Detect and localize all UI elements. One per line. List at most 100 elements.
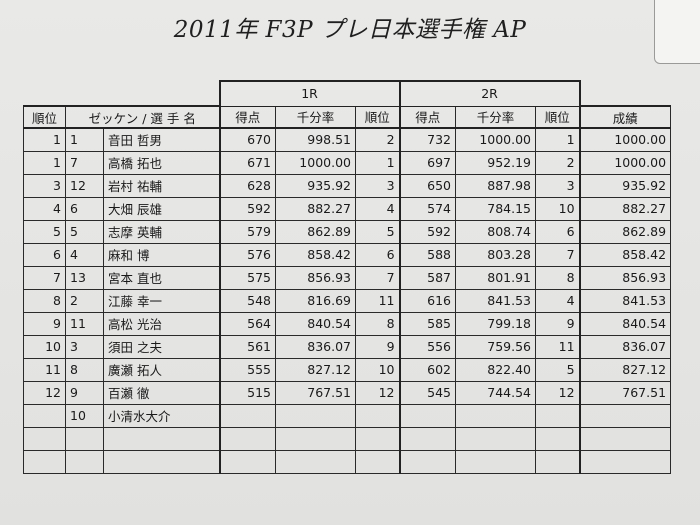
r2-rank-cell: 5 (535, 357, 581, 382)
r1-rank-cell: 10 (354, 357, 401, 382)
bib-cell (65, 426, 104, 451)
rank-cell: 10 (23, 334, 66, 359)
table-row (23, 426, 672, 451)
header-entrant: ゼッケン / 選 手 名 (65, 105, 220, 129)
r1-score-cell: 561 (218, 334, 276, 359)
r1-permil-cell: 827.12 (275, 357, 356, 382)
r1-score-cell (218, 403, 276, 428)
r2-rank-cell: 6 (535, 219, 581, 244)
name-cell: 高松 光治 (103, 311, 220, 336)
r2-rank-cell: 9 (535, 311, 581, 336)
corner-card (654, 0, 700, 64)
r1-permil-cell: 816.69 (275, 288, 356, 313)
header-r2-permil: 千分率 (455, 105, 537, 129)
bib-cell: 7 (65, 150, 104, 175)
table-row: 10 小清水大介 (23, 403, 672, 428)
name-cell (103, 426, 220, 451)
r2-score-cell (398, 403, 457, 428)
name-cell: 麻和 博 (103, 242, 220, 267)
r2-permil-cell: 759.56 (455, 334, 537, 359)
r1-rank-cell: 5 (354, 219, 401, 244)
r1-score-cell: 515 (218, 380, 276, 405)
rank-cell (23, 449, 66, 474)
r1-permil-cell: 882.27 (275, 196, 356, 221)
name-cell: 江藤 幸一 (103, 288, 220, 313)
header-r1-rank: 順位 (354, 105, 401, 129)
r2-rank-cell: 10 (535, 196, 581, 221)
r2-rank-cell (535, 449, 581, 474)
bib-cell (65, 449, 104, 474)
table-row: 5 5 志摩 英輔 579 862.89 5 592 808.74 6 862.89 (23, 219, 672, 244)
r2-score-cell: 556 (398, 334, 457, 359)
r1-permil-cell (275, 449, 356, 474)
r2-rank-cell (535, 403, 581, 428)
round-1-header: 1R (218, 80, 401, 107)
name-cell: 須田 之夫 (103, 334, 220, 359)
r2-permil-cell: 801.91 (455, 265, 537, 290)
bib-cell: 11 (65, 311, 104, 336)
r2-permil-cell: 952.19 (455, 150, 537, 175)
r2-rank-cell: 12 (535, 380, 581, 405)
r1-rank-cell: 3 (354, 173, 401, 198)
column-header-row: 順位 ゼッケン / 選 手 名 得点 千分率 順位 得点 千分率 順位 成績 (23, 105, 672, 129)
r2-score-cell: 545 (398, 380, 457, 405)
result-cell: 856.93 (579, 265, 672, 290)
bib-cell: 10 (65, 403, 104, 428)
r1-score-cell: 575 (218, 265, 276, 290)
r2-score-cell: 585 (398, 311, 457, 336)
rank-cell: 12 (23, 380, 66, 405)
result-cell (579, 449, 672, 474)
r1-permil-cell (275, 403, 356, 428)
result-cell: 1000.00 (579, 150, 672, 175)
name-cell: 高橋 拓也 (103, 150, 220, 175)
r1-rank-cell (354, 403, 401, 428)
r2-rank-cell: 3 (535, 173, 581, 198)
rank-cell (23, 403, 66, 428)
table-row: 1 1 音田 哲男 670 998.51 2 732 1000.00 1 1000.00 (23, 127, 672, 152)
r2-score-cell (398, 426, 457, 451)
r2-rank-cell (535, 426, 581, 451)
r1-score-cell: 564 (218, 311, 276, 336)
table-row: 10 3 須田 之夫 561 836.07 9 556 759.56 11 836.07 (23, 334, 672, 359)
r1-permil-cell: 767.51 (275, 380, 356, 405)
r2-score-cell (398, 449, 457, 474)
name-cell (103, 449, 220, 474)
r1-rank-cell: 4 (354, 196, 401, 221)
bib-cell: 6 (65, 196, 104, 221)
r1-permil-cell (275, 426, 356, 451)
r2-score-cell: 697 (398, 150, 457, 175)
r1-score-cell: 670 (218, 127, 276, 152)
page-title: 2011年 F3P プレ日本選手権 AP (173, 17, 527, 43)
bib-cell: 5 (65, 219, 104, 244)
table-row: 8 2 江藤 幸一 548 816.69 11 616 841.53 4 841.53 (23, 288, 672, 313)
r1-permil-cell: 998.51 (275, 127, 356, 152)
rank-cell (23, 426, 66, 451)
r1-rank-cell (354, 449, 401, 474)
name-cell: 大畑 辰雄 (103, 196, 220, 221)
r2-score-cell: 574 (398, 196, 457, 221)
name-cell: 百瀬 徹 (103, 380, 220, 405)
r2-score-cell: 650 (398, 173, 457, 198)
r2-permil-cell (455, 426, 537, 451)
r2-rank-cell: 7 (535, 242, 581, 267)
r1-score-cell: 579 (218, 219, 276, 244)
bib-cell: 9 (65, 380, 104, 405)
name-cell: 小清水大介 (103, 403, 220, 428)
name-cell: 音田 哲男 (103, 127, 220, 152)
bib-cell: 12 (65, 173, 104, 198)
r2-rank-cell: 8 (535, 265, 581, 290)
r2-permil-cell (455, 449, 537, 474)
r2-score-cell: 602 (398, 357, 457, 382)
table-row (23, 449, 672, 474)
r2-permil-cell (455, 403, 537, 428)
rank-cell: 4 (23, 196, 66, 221)
header-r1-score: 得点 (218, 105, 276, 129)
bib-cell: 2 (65, 288, 104, 313)
r1-score-cell: 576 (218, 242, 276, 267)
r1-rank-cell: 1 (354, 150, 401, 175)
name-cell: 岩村 祐輔 (103, 173, 220, 198)
r2-score-cell: 732 (398, 127, 457, 152)
table-row: 1 7 高橋 拓也 671 1000.00 1 697 952.19 2 1000.00 (23, 150, 672, 175)
rank-cell: 1 (23, 127, 66, 152)
rank-cell: 9 (23, 311, 66, 336)
